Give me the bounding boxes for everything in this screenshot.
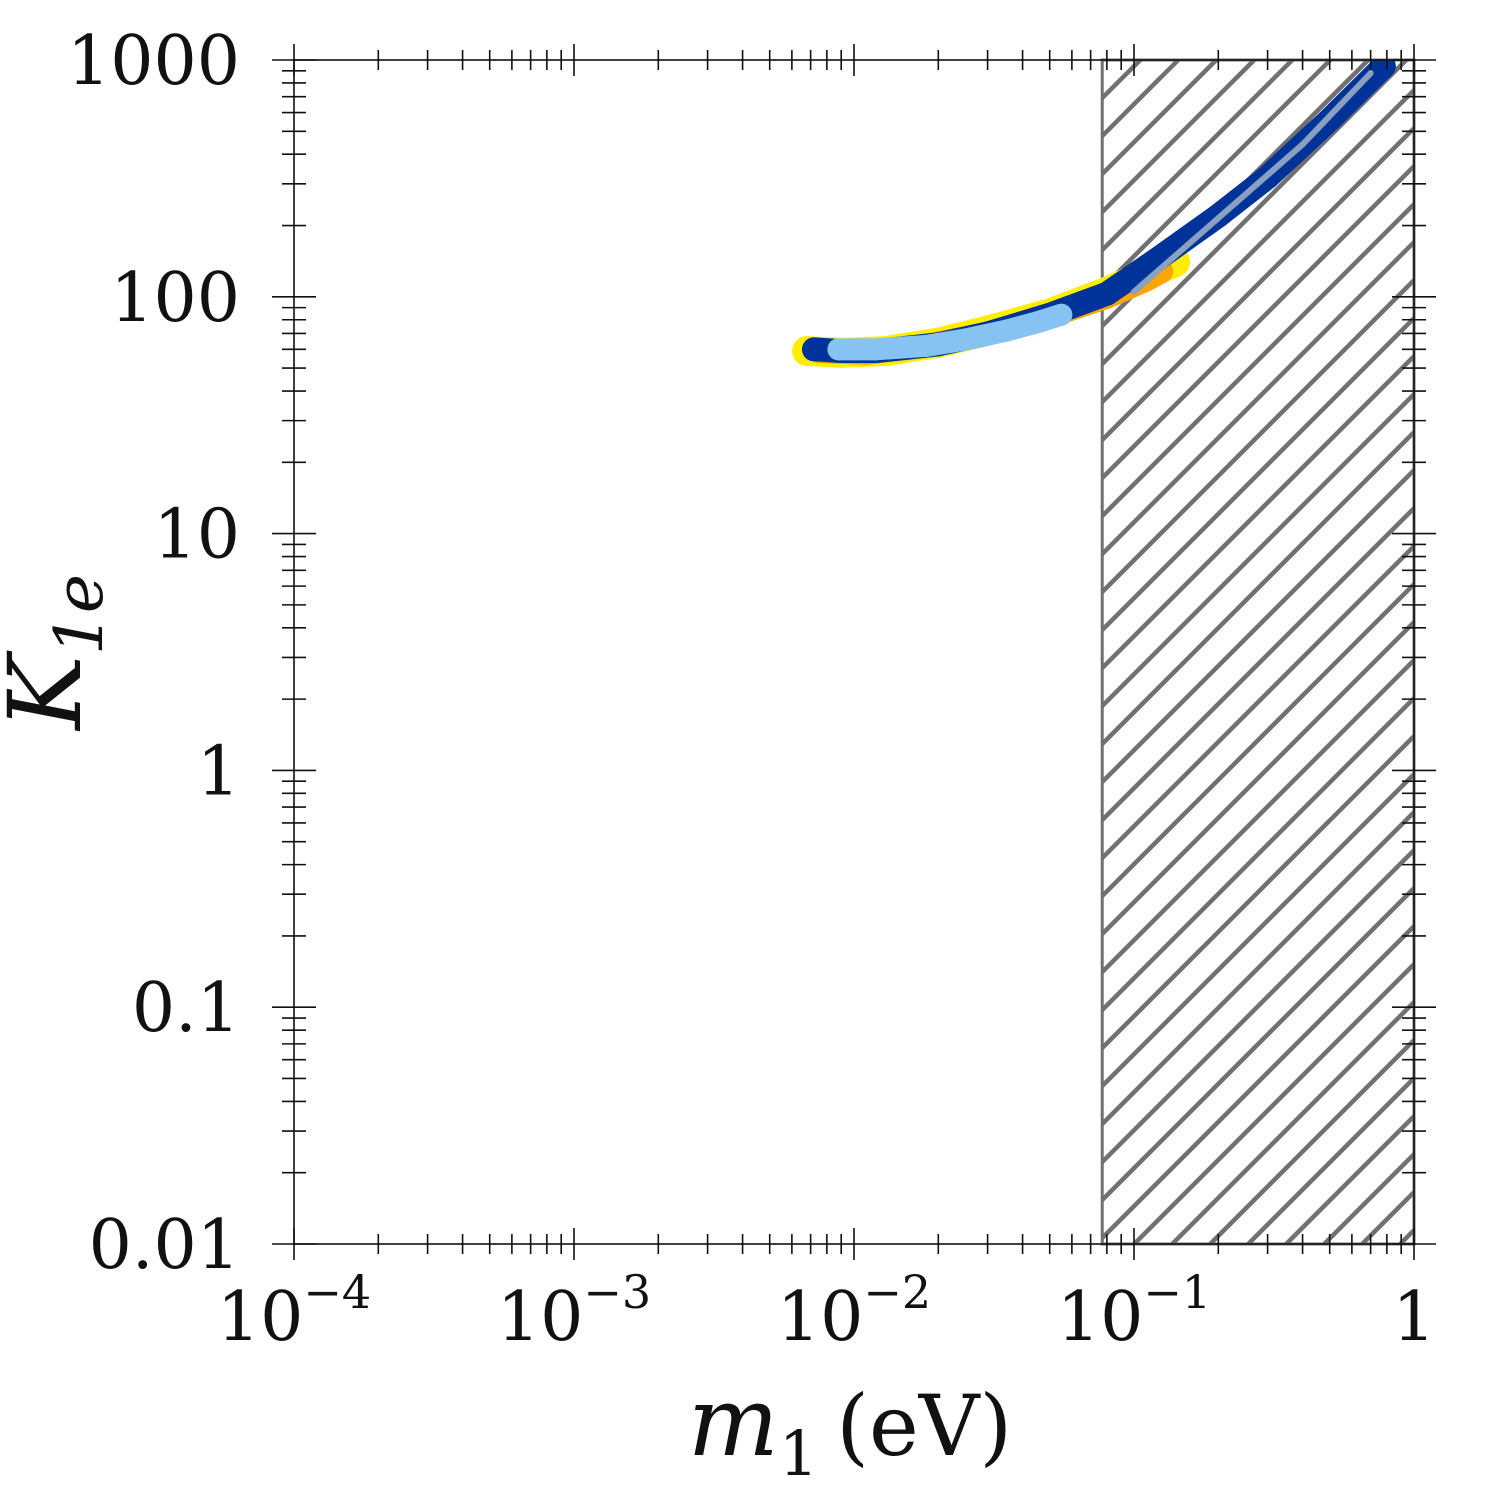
hatch-line (1102, 505, 1414, 824)
data-point (1215, 215, 1222, 222)
hatch-line (1102, 847, 1414, 1166)
hatch-line (1102, 87, 1414, 406)
plot-frame (293, 59, 1415, 1245)
series-4 (1131, 70, 1374, 295)
data-point (914, 334, 937, 357)
hatch-line (1102, 60, 1256, 216)
excluded-region (1102, 60, 1414, 1244)
y-title-var: K (0, 650, 104, 732)
hatch-line (1102, 201, 1414, 520)
hatch-line (1102, 543, 1414, 862)
series-3 (827, 303, 1073, 361)
x-title-var: m (688, 1366, 779, 1478)
y-tick-label: 10 (153, 496, 240, 575)
data-point (827, 338, 850, 361)
y-tick-label: 1000 (67, 22, 240, 101)
hatch-line (1102, 391, 1414, 710)
y-axis-title: K1e (0, 574, 118, 732)
hatch-line (1102, 885, 1414, 1204)
excluded-region-border (1100, 58, 1416, 1246)
hatch-line (1102, 60, 1408, 368)
x-title-unit: (eV) (836, 1377, 1012, 1475)
hatch-line (1102, 467, 1414, 786)
hatch-line (1102, 60, 1218, 178)
hatch-line (1102, 239, 1414, 558)
hatch-line (1102, 581, 1414, 900)
x-tick-label: 10−4 (217, 1265, 371, 1357)
data-point (954, 328, 977, 351)
x-tick-label: 1 (1392, 1278, 1435, 1357)
hatch-line (1102, 60, 1332, 292)
x-tick-label: 10−2 (777, 1265, 931, 1357)
hatch-line (1102, 125, 1414, 444)
hatch-line (1132, 961, 1414, 1244)
hatch-line (1102, 60, 1294, 254)
hatch-line (1102, 619, 1414, 938)
x-title-sub: 1 (779, 1417, 818, 1490)
y-tick-label: 100 (110, 259, 240, 338)
hatch-line (1246, 1075, 1414, 1244)
series-band (1131, 70, 1374, 295)
data-point (1367, 70, 1374, 77)
tick-labels: 10−4 10−3 10−2 10−1 1 1000 100 10 1 0.1 0.01 (67, 22, 1436, 1357)
x-axis-title: m1 (eV) (688, 1366, 1012, 1490)
data-point (1025, 311, 1048, 334)
y-tick-label: 0.1 (132, 969, 240, 1048)
hatch-line (1102, 353, 1414, 672)
y-tick-label: 0.01 (89, 1206, 240, 1285)
hatch-line (1284, 1113, 1414, 1244)
data-point (1299, 141, 1306, 148)
y-tick-label: 1 (197, 732, 240, 811)
data-point (865, 338, 888, 361)
hatch-line (1102, 60, 1180, 140)
data-point (995, 319, 1018, 342)
hatch-line (1102, 60, 1104, 64)
data-point (1131, 288, 1137, 295)
data-point (1371, 60, 1396, 79)
hatch-line (1102, 429, 1414, 748)
y-title-sub: 1e (41, 574, 118, 655)
x-tick-label: 10−3 (497, 1265, 651, 1357)
hatch-line (1102, 163, 1414, 482)
hatch-line (1170, 999, 1414, 1244)
hatch-line (1102, 771, 1414, 1090)
hatch-line (1102, 923, 1414, 1242)
hatch-line (1208, 1037, 1414, 1244)
hatch-line (1102, 657, 1414, 976)
hatch-line (1102, 60, 1142, 102)
data-point (1094, 281, 1119, 306)
data-point (802, 337, 827, 362)
series-2 (802, 60, 1396, 364)
x-tick-label: 10−1 (1057, 1265, 1211, 1357)
data-series-layer (792, 60, 1396, 368)
data-point (1050, 303, 1073, 326)
hatch-line (1102, 809, 1414, 1128)
